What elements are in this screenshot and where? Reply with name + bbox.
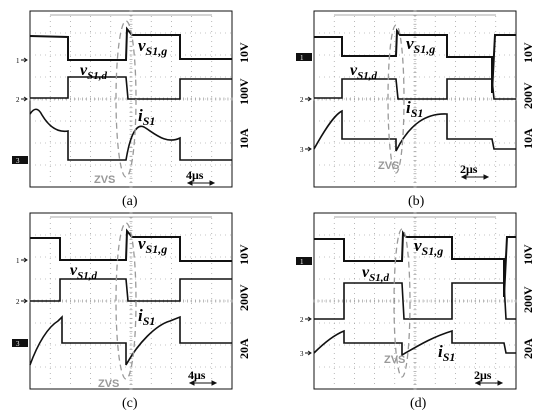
drain-scale-label: 200V bbox=[237, 284, 251, 311]
gate-voltage-trace bbox=[29, 26, 232, 61]
gate-voltage-trace bbox=[30, 228, 232, 262]
drain-voltage-label: vS1,d bbox=[80, 62, 107, 82]
channel-3-marker: 3 bbox=[300, 350, 312, 358]
current-scale-label: 10A bbox=[237, 128, 251, 149]
channel-1-marker: 1 bbox=[16, 57, 28, 65]
panel-caption: (b) bbox=[408, 194, 425, 209]
gate-voltage-label: vS1,g bbox=[138, 36, 167, 58]
channel-3-marker: 3 bbox=[300, 146, 312, 154]
zvs-label: ZVS bbox=[98, 378, 119, 390]
current-label: iS1 bbox=[438, 342, 455, 364]
channel-3-marker: 3 bbox=[12, 156, 28, 165]
gate-scale-label: 10V bbox=[237, 42, 251, 63]
svg-text:1: 1 bbox=[16, 57, 20, 65]
time-scale-label: 2μs bbox=[460, 162, 478, 176]
time-scale-arrow bbox=[188, 380, 218, 386]
current-label: iS1 bbox=[138, 106, 155, 128]
channel-2-marker: 2 bbox=[300, 96, 312, 104]
drain-voltage-label: vS1,d bbox=[350, 62, 377, 82]
zvs-label: ZVS bbox=[384, 354, 405, 366]
current-trace bbox=[29, 108, 232, 161]
current-scale-label: 20A bbox=[521, 338, 535, 359]
zvs-label: ZVS bbox=[378, 160, 399, 172]
zvs-marker-ellipse bbox=[387, 24, 405, 174]
svg-text:2: 2 bbox=[300, 316, 304, 324]
svg-text:2: 2 bbox=[16, 298, 20, 306]
svg-text:2: 2 bbox=[300, 96, 304, 104]
time-scale-arrow bbox=[460, 174, 490, 180]
drain-scale-label: 100V bbox=[237, 78, 251, 105]
drain-scale-label: 200V bbox=[521, 286, 535, 313]
zvs-label: ZVS bbox=[94, 174, 115, 186]
zvs-marker-ellipse bbox=[393, 228, 411, 378]
current-scale-label: 10A bbox=[521, 128, 535, 149]
zvs-marker-ellipse bbox=[115, 20, 137, 178]
gate-voltage-label: vS1,g bbox=[138, 234, 167, 256]
panel-d: ZVS vS1,g vS1,d iS1 10V 200V 20A 2μs 1 2… bbox=[296, 212, 535, 411]
svg-text:1: 1 bbox=[300, 54, 304, 62]
time-scale-label: 4μs bbox=[188, 368, 206, 382]
panel-caption: (d) bbox=[410, 396, 427, 411]
drain-voltage-trace bbox=[314, 78, 516, 100]
current-label: iS1 bbox=[138, 306, 155, 328]
svg-text:3: 3 bbox=[300, 350, 304, 358]
current-trace bbox=[313, 329, 516, 357]
svg-text:1: 1 bbox=[16, 257, 20, 265]
panel-caption: (c) bbox=[122, 396, 138, 411]
drain-voltage-label: vS1,d bbox=[70, 262, 97, 282]
panel-caption: (a) bbox=[122, 194, 138, 209]
time-scale-arrow bbox=[186, 180, 216, 186]
channel-1-marker: 1 bbox=[296, 257, 312, 266]
drain-voltage-trace bbox=[30, 76, 232, 100]
gate-scale-label: 10V bbox=[237, 244, 251, 265]
drain-scale-label: 200V bbox=[521, 82, 535, 109]
drain-voltage-trace bbox=[314, 282, 516, 320]
gate-voltage-label: vS1,g bbox=[406, 34, 435, 56]
time-scale-label: 2μs bbox=[474, 368, 492, 382]
current-scale-label: 20A bbox=[237, 338, 251, 359]
drain-voltage-label: vS1,d bbox=[362, 264, 389, 284]
graticule bbox=[313, 212, 517, 390]
svg-text:2: 2 bbox=[16, 96, 20, 104]
gate-scale-label: 10V bbox=[521, 244, 535, 265]
channel-2-marker: 2 bbox=[16, 298, 28, 306]
gate-voltage-label: vS1,g bbox=[414, 236, 443, 258]
drain-voltage-trace bbox=[30, 278, 232, 302]
svg-text:3: 3 bbox=[16, 340, 20, 348]
svg-text:1: 1 bbox=[300, 258, 304, 266]
current-trace bbox=[29, 315, 232, 366]
channel-3-marker: 3 bbox=[12, 339, 28, 348]
channel-1-marker: 1 bbox=[16, 257, 28, 265]
current-trace bbox=[313, 109, 516, 152]
zvs-marker-ellipse bbox=[115, 222, 137, 380]
svg-text:3: 3 bbox=[16, 157, 20, 165]
channel-2-marker: 2 bbox=[16, 96, 28, 104]
channel-1-marker: 1 bbox=[296, 53, 312, 62]
panel-a: ZVS vS1,g vS1,d iS1 10V 100V 10A 4μs 1 2… bbox=[12, 10, 251, 209]
svg-text:3: 3 bbox=[300, 146, 304, 154]
panel-b: ZVS vS1,g vS1,d iS1 10V 200V 10A 2μs 1 2… bbox=[296, 10, 535, 209]
time-scale-arrow bbox=[474, 380, 504, 386]
channel-2-marker: 2 bbox=[300, 316, 312, 324]
panel-c: ZVS vS1,g vS1,d iS1 10V 200V 20A 4μs 1 2… bbox=[12, 212, 251, 411]
current-label: iS1 bbox=[406, 98, 423, 120]
time-scale-label: 4μs bbox=[186, 168, 204, 182]
gate-scale-label: 10V bbox=[521, 42, 535, 63]
